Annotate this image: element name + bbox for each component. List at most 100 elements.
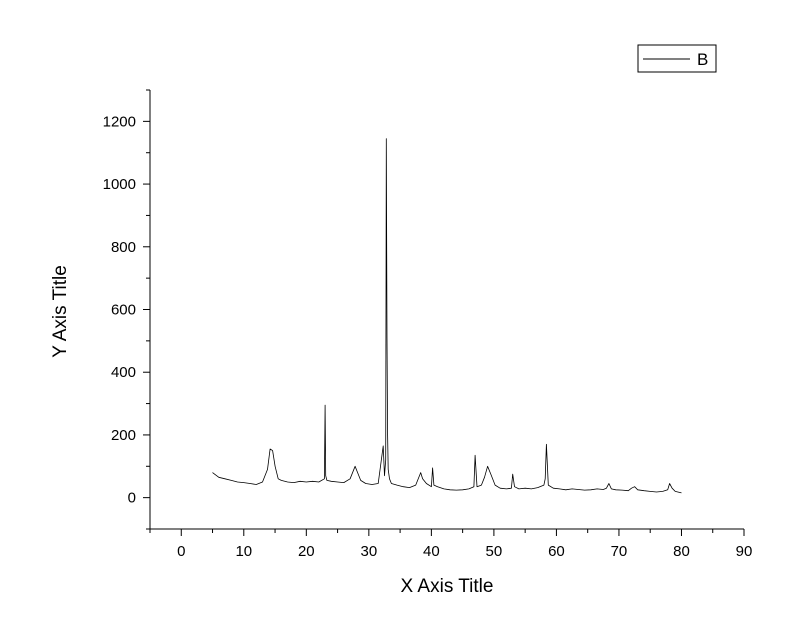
data-point — [267, 469, 268, 470]
data-point — [543, 485, 544, 486]
data-point — [606, 488, 607, 489]
data-point — [337, 481, 338, 482]
data-point — [396, 485, 397, 486]
data-point — [343, 482, 344, 483]
data-point — [420, 472, 421, 473]
data-point — [365, 483, 366, 484]
data-point — [681, 492, 682, 493]
legend-label-b: B — [697, 50, 708, 69]
data-point — [388, 469, 389, 470]
data-point — [545, 478, 546, 479]
data-point — [331, 481, 332, 482]
data-point — [371, 484, 372, 485]
data-point — [672, 488, 673, 489]
data-point — [287, 481, 288, 482]
data-point — [476, 486, 477, 487]
data-point — [218, 477, 219, 478]
data-point — [318, 481, 319, 482]
data-point — [650, 491, 651, 492]
legend-box — [637, 44, 717, 73]
x-axis-title: X Axis Title — [401, 576, 494, 597]
plot-frame — [149, 90, 744, 530]
x-tick-label: 80 — [673, 543, 690, 560]
data-point — [326, 480, 327, 481]
data-point — [387, 434, 388, 435]
data-point — [306, 481, 307, 482]
data-point — [456, 490, 457, 491]
data-point — [462, 489, 463, 490]
data-point — [514, 486, 515, 487]
x-axis-ticks: 0 10 20 30 40 50 60 70 80 90 — [149, 529, 752, 560]
data-point — [597, 488, 598, 489]
data-point — [391, 483, 392, 484]
data-point — [628, 490, 629, 491]
data-point — [422, 478, 423, 479]
data-point — [608, 483, 609, 484]
data-point — [559, 488, 560, 489]
data-point — [565, 489, 566, 490]
data-point — [426, 483, 427, 484]
data-point — [281, 480, 282, 481]
data-point — [325, 405, 326, 406]
data-point — [357, 472, 358, 473]
data-point — [656, 491, 657, 492]
data-point — [531, 488, 532, 489]
y-tick-label: 1000 — [103, 176, 136, 193]
data-point — [490, 474, 491, 475]
y-axis-title: Y Axis Title — [50, 265, 71, 358]
data-point — [611, 488, 612, 489]
data-point — [511, 488, 512, 489]
data-point — [548, 485, 549, 486]
data-point — [518, 488, 519, 489]
x-tick-label: 30 — [360, 543, 377, 560]
y-tick-label: 600 — [111, 302, 136, 319]
data-point — [409, 487, 410, 488]
data-point — [324, 478, 325, 479]
y-tick-label: 200 — [111, 427, 136, 444]
data-point — [590, 489, 591, 490]
data-point — [278, 478, 279, 479]
x-tick-label: 20 — [298, 543, 315, 560]
x-tick-label: 40 — [423, 543, 440, 560]
data-point — [249, 483, 250, 484]
data-point — [275, 466, 276, 467]
y-tick-label: 400 — [111, 364, 136, 381]
data-point — [312, 481, 313, 482]
data-point — [634, 486, 635, 487]
data-point — [437, 486, 438, 487]
data-point — [378, 483, 379, 484]
data-point — [675, 491, 676, 492]
data-point — [506, 488, 507, 489]
data-point — [350, 478, 351, 479]
data-point — [495, 485, 496, 486]
data-point — [270, 448, 271, 449]
data-point — [325, 475, 326, 476]
data-point — [484, 477, 485, 478]
data-point — [256, 484, 257, 485]
data-point — [432, 467, 433, 468]
data-point — [525, 488, 526, 489]
y-tick-label: 1200 — [103, 113, 136, 130]
data-point — [386, 138, 387, 139]
data-point — [637, 489, 638, 490]
data-point — [631, 488, 632, 489]
series-line-b — [212, 138, 682, 494]
data-point — [603, 489, 604, 490]
x-tick-label: 70 — [611, 543, 628, 560]
data-point — [272, 450, 273, 451]
x-tick-label: 10 — [235, 543, 252, 560]
data-point — [360, 480, 361, 481]
data-point — [546, 444, 547, 445]
y-tick-label: 800 — [111, 239, 136, 256]
y-axis-ticks: 0 200 400 600 800 1000 1200 — [103, 89, 150, 530]
data-point — [475, 455, 476, 456]
data-point — [487, 466, 488, 467]
data-point — [481, 485, 482, 486]
data-point — [224, 478, 225, 479]
data-point — [300, 481, 301, 482]
data-point — [433, 485, 434, 486]
data-point — [384, 475, 385, 476]
data-point — [643, 490, 644, 491]
data-point — [553, 488, 554, 489]
